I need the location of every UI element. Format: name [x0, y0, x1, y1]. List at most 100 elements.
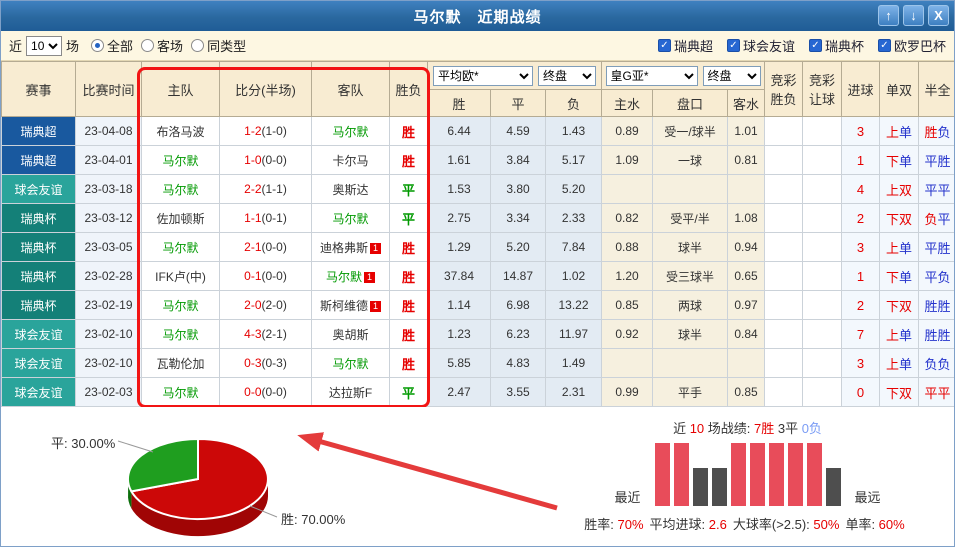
home-team: 马尔默 [141, 145, 220, 175]
move-up-button[interactable]: ↑ [878, 5, 899, 26]
home-team: 马尔默 [141, 174, 220, 204]
odds-lose: 5.17 [544, 145, 603, 175]
close-button[interactable]: X [928, 5, 949, 26]
nearest-label: 最近 [614, 490, 641, 505]
jc-wdl-cell [764, 377, 804, 407]
league-checkbox-球会友谊[interactable]: ✓ 球会友谊 [726, 36, 795, 55]
form-bar-draw [692, 468, 708, 506]
handicap: 受三球半 [652, 261, 729, 291]
odds-select-group: 平均欧* 终盘 [426, 61, 603, 90]
odds-win: 1.29 [427, 232, 491, 262]
odd-even: 下单 [879, 261, 920, 291]
checkbox-checked-icon[interactable]: ✓ [657, 39, 671, 52]
team-name: 马尔默 [162, 240, 199, 255]
form-bar-win [749, 443, 765, 506]
odds-lose: 7.84 [544, 232, 603, 262]
odds-draw: 4.83 [490, 348, 546, 378]
odd-even-char: 下 [886, 211, 900, 227]
match-row: 球会友谊 23-02-03 马尔默 0-0(0-0) 达拉斯F 平 2.47 3.55 2.31… [1, 377, 954, 407]
radio-icon[interactable] [91, 39, 105, 52]
odd-even-char: 单 [899, 124, 913, 140]
odd-even-char: 上 [886, 182, 900, 198]
asian-company-select[interactable]: 皇G亚* [605, 65, 698, 86]
match-date: 23-03-05 [75, 232, 142, 262]
stat-label: 大球率(>2.5): [732, 517, 814, 532]
half-full-char: 负 [937, 269, 951, 285]
checkbox-checked-icon[interactable]: ✓ [726, 39, 740, 52]
form-stats-line: 胜率: 70% 平均进球: 2.6 大球率(>2.5): 50% 单率: 60% [541, 514, 954, 533]
red-card-badge: 1 [364, 271, 375, 283]
half-full: 负负 [918, 348, 954, 378]
score: 1-1(0-1) [219, 203, 312, 233]
filter-bar: 近 10 场 全部 客场 同类型 ✓ 瑞典超 ✓ 球会友谊 ✓ 瑞典杯 ✓ 欧罗巴杯 [1, 31, 954, 61]
odds-draw: 3.84 [490, 145, 546, 175]
league-badge: 瑞典杯 [1, 290, 76, 320]
half-full-char: 负 [924, 211, 938, 227]
scope-radio-全部[interactable]: 全部 [91, 36, 133, 55]
near-label: 近 [9, 39, 23, 54]
score: 1-2(1-0) [219, 116, 312, 146]
team-name: 马尔默 [325, 269, 362, 284]
half-full-char: 平 [924, 269, 938, 285]
odds-draw: 5.20 [490, 232, 546, 262]
half-score: (0-0) [261, 385, 287, 399]
scope-radio-group: 全部 客场 同类型 [83, 36, 246, 55]
scope-radio-客场[interactable]: 客场 [141, 36, 183, 55]
odds-lose: 11.97 [544, 319, 603, 349]
jc-handicap-cell [802, 290, 843, 320]
odds-company-select[interactable]: 平均欧* [433, 65, 534, 86]
odd-even: 下单 [879, 145, 920, 175]
form-title-segment: 场战绩: [704, 421, 754, 436]
score: 2-1(0-0) [219, 232, 312, 262]
jc-wdl-cell [764, 116, 804, 146]
home-team: 马尔默 [141, 319, 220, 349]
odds-stage-select[interactable]: 终盘 [538, 65, 597, 86]
team-name: 迪格弗斯 [319, 240, 368, 255]
radio-label: 全部 [107, 39, 134, 54]
asian-stage-select[interactable]: 终盘 [702, 65, 761, 86]
league-badge: 瑞典杯 [1, 203, 76, 233]
team-name: 奥斯达 [332, 182, 369, 197]
away-water: 0.97 [727, 290, 766, 320]
match-row: 球会友谊 23-03-18 马尔默 2-2(1-1) 奥斯达平 1.53 3.80 5.20 4… [1, 174, 954, 204]
handicap: 平手 [652, 377, 729, 407]
away-water [727, 348, 766, 378]
radio-icon[interactable] [141, 39, 155, 52]
odd-even-char: 单 [899, 269, 913, 285]
checkbox-checked-icon[interactable]: ✓ [877, 39, 891, 52]
move-down-button[interactable]: ↓ [903, 5, 924, 26]
goals: 3 [841, 232, 881, 262]
half-full-char: 平 [937, 182, 951, 198]
home-team: 马尔默 [141, 290, 220, 320]
odd-even-char: 单 [899, 153, 913, 169]
home-team: 马尔默 [141, 232, 220, 262]
league-checkbox-瑞典超[interactable]: ✓ 瑞典超 [657, 36, 713, 55]
draw-label-connector [117, 440, 154, 453]
odd-even-char: 单 [899, 240, 913, 256]
league-checkbox-瑞典杯[interactable]: ✓ 瑞典杯 [808, 36, 864, 55]
match-count-select[interactable]: 10 [26, 35, 63, 56]
odds-win: 6.44 [427, 116, 491, 146]
home-team: IFK卢(中) [141, 261, 220, 291]
scope-radio-同类型[interactable]: 同类型 [191, 36, 246, 55]
odd-even: 上单 [879, 348, 920, 378]
jc-handicap-line1: 竞彩 [809, 73, 836, 88]
odds-win: 1.14 [427, 290, 491, 320]
half-full-char: 平 [937, 211, 951, 227]
odd-even-char: 双 [899, 385, 913, 401]
red-annotation-arrow [297, 432, 558, 511]
half-score: (0-0) [261, 269, 287, 283]
half-score: (0-0) [261, 153, 287, 167]
result: 平 [389, 377, 428, 407]
odd-even: 下双 [879, 203, 920, 233]
odds-win: 5.85 [427, 348, 491, 378]
match-row: 球会友谊 23-02-10 瓦勒伦加 0-3(0-3) 马尔默 胜 5.85 4.83 1.49… [1, 348, 954, 378]
half-score: (2-0) [261, 298, 287, 312]
team-name: 佐加顿斯 [156, 211, 205, 226]
radio-icon[interactable] [191, 39, 205, 52]
jc-wdl-cell [764, 290, 804, 320]
odd-even: 上单 [879, 319, 920, 349]
checkbox-checked-icon[interactable]: ✓ [808, 39, 822, 52]
odds-win: 1.23 [427, 319, 491, 349]
league-checkbox-欧罗巴杯[interactable]: ✓ 欧罗巴杯 [877, 36, 946, 55]
